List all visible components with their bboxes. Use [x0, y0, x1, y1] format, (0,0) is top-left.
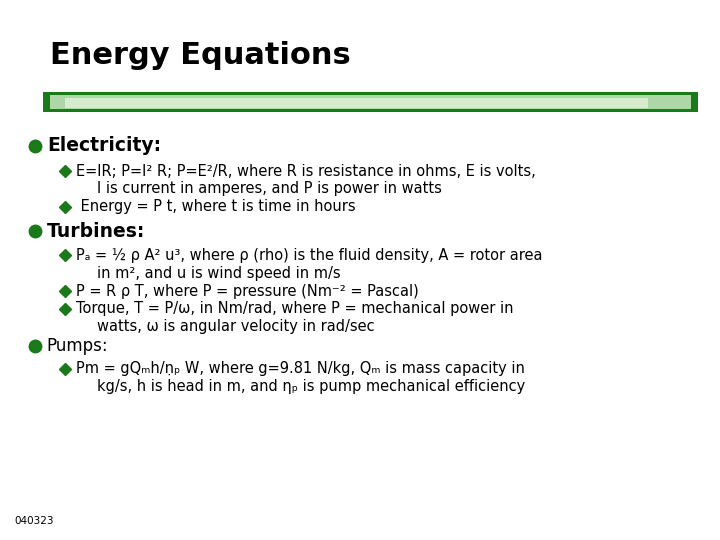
Text: Energy = P t, where t is time in hours: Energy = P t, where t is time in hours — [76, 199, 355, 214]
Bar — [43, 92, 698, 112]
Text: E=IR; P=I² R; P=E²/R, where R is resistance in ohms, E is volts,: E=IR; P=I² R; P=E²/R, where R is resista… — [76, 164, 536, 179]
Text: Energy Equations: Energy Equations — [50, 41, 351, 70]
Text: Pm = gQₘh/ṇₚ W, where g=9.81 N/kg, Qₘ is mass capacity in: Pm = gQₘh/ṇₚ W, where g=9.81 N/kg, Qₘ is… — [76, 361, 524, 376]
Text: Pumps:: Pumps: — [47, 336, 109, 355]
Text: 040323: 040323 — [14, 516, 54, 526]
Text: I is current in amperes, and P is power in watts: I is current in amperes, and P is power … — [97, 181, 442, 197]
Text: P = R ρ T, where P = pressure (Nm⁻² = Pascal): P = R ρ T, where P = pressure (Nm⁻² = Pa… — [76, 284, 418, 299]
Text: in m², and u is wind speed in m/s: in m², and u is wind speed in m/s — [97, 266, 341, 281]
Text: watts, ω is angular velocity in rad/sec: watts, ω is angular velocity in rad/sec — [97, 319, 375, 334]
Text: kg/s, h is head in m, and ηₚ is pump mechanical efficiency: kg/s, h is head in m, and ηₚ is pump mec… — [97, 379, 526, 394]
Text: Electricity:: Electricity: — [47, 136, 161, 156]
Text: Pₐ = ½ ρ A² u³, where ρ (rho) is the fluid density, A = rotor area: Pₐ = ½ ρ A² u³, where ρ (rho) is the flu… — [76, 248, 542, 263]
Bar — [50, 95, 691, 109]
Bar — [65, 98, 648, 108]
Text: Torque, T = P/ω, in Nm/rad, where P = mechanical power in: Torque, T = P/ω, in Nm/rad, where P = me… — [76, 301, 513, 316]
Text: Turbines:: Turbines: — [47, 221, 145, 241]
